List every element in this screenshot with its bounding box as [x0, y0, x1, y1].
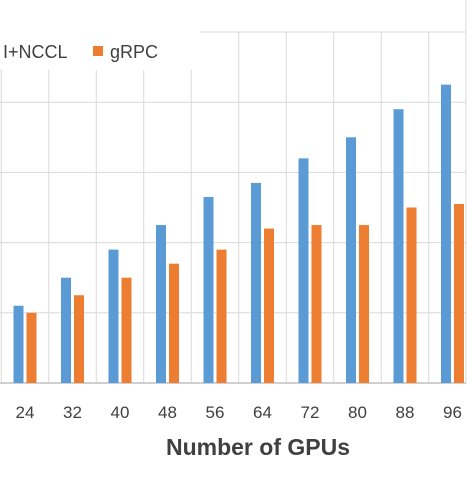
bar-i-nccl-32: [61, 277, 71, 383]
bar-i-nccl-24: [13, 305, 24, 383]
bar-grpc-72: [311, 225, 322, 383]
bar-grpc-32: [74, 295, 84, 383]
bar-grpc-88: [406, 207, 417, 383]
x-tick-labels: 24 32 40 48 56 64 72 80 88 96: [16, 403, 462, 422]
bar-grpc-40: [121, 277, 132, 383]
bar-grpc-64: [264, 228, 274, 383]
bar-grpc-56: [216, 249, 227, 383]
bar-i-nccl-64: [251, 182, 261, 383]
x-tick-label: 88: [396, 403, 415, 422]
legend-marker-grpc: [93, 46, 103, 56]
bar-grpc-48: [169, 263, 179, 383]
bar-i-nccl-88: [393, 109, 404, 383]
x-tick-label: 96: [443, 403, 462, 422]
legend: I+NCCL gRPC: [0, 0, 200, 70]
bar-grpc-96: [454, 203, 464, 383]
x-tick-label: 64: [253, 403, 272, 422]
x-axis-title: Number of GPUs: [166, 434, 350, 460]
legend-background: [0, 0, 200, 70]
bar-i-nccl-72: [298, 158, 309, 383]
x-tick-label: 24: [16, 403, 35, 422]
x-tick-label: 40: [111, 403, 130, 422]
x-tick-label: 72: [301, 403, 320, 422]
x-tick-label: 48: [158, 403, 177, 422]
legend-label-grpc: gRPC: [110, 42, 158, 62]
x-tick-label: 32: [63, 403, 82, 422]
bar-i-nccl-96: [441, 84, 451, 384]
bar-grpc-80: [359, 225, 369, 383]
legend-label-i-nccl: I+NCCL: [3, 42, 68, 62]
x-tick-label: 80: [348, 403, 367, 422]
bars: [13, 84, 464, 384]
bar-i-nccl-40: [108, 249, 119, 383]
bar-i-nccl-56: [203, 196, 214, 383]
bar-i-nccl-48: [156, 225, 166, 383]
x-tick-label: 56: [206, 403, 225, 422]
bar-grpc-24: [26, 312, 37, 383]
bar-i-nccl-80: [346, 137, 356, 383]
